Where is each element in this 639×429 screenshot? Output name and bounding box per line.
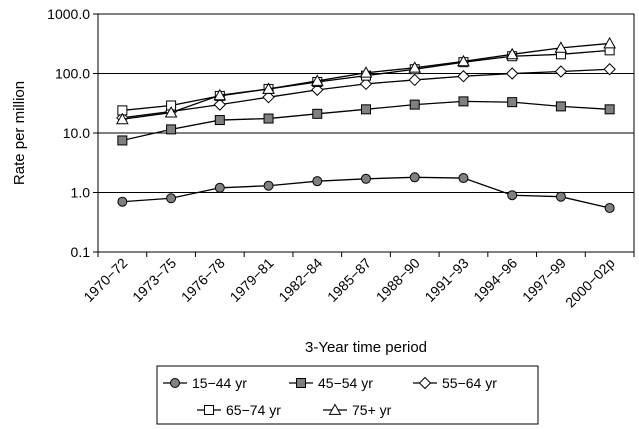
- x-tick-label: 1973−75: [129, 255, 179, 305]
- y-tick-labels: 0.1 1.0 10.0 100.0 1000.0: [47, 6, 90, 260]
- legend-label: 45−54 yr: [318, 375, 373, 391]
- data-point: [555, 66, 566, 77]
- data-point: [167, 125, 176, 134]
- legend: 15−44 yr 45−54 yr 55−64 yr 65−74 yr 75+ yr: [157, 366, 538, 424]
- legend-marker: [205, 406, 214, 415]
- data-point: [264, 114, 273, 123]
- series-lines: [117, 38, 615, 213]
- data-point: [362, 105, 371, 114]
- legend-label: 15−44 yr: [192, 375, 247, 391]
- x-tick-label: 1970−72: [80, 255, 130, 305]
- legend-marker: [171, 379, 180, 388]
- legend-label: 55−64 yr: [442, 375, 497, 391]
- x-axis-title: 3-Year time period: [305, 339, 427, 356]
- y-tick-label: 1000.0: [47, 6, 90, 22]
- x-tick-label: 1997−99: [519, 255, 569, 305]
- data-point: [215, 183, 224, 192]
- data-point: [410, 173, 419, 182]
- x-tick-label: 1988−90: [373, 255, 423, 305]
- data-point: [508, 191, 517, 200]
- x-tick-label: 1982−84: [275, 255, 325, 305]
- data-point: [118, 197, 127, 206]
- data-point: [508, 98, 517, 107]
- x-tick-label: 1976−78: [178, 255, 228, 305]
- data-point: [215, 116, 224, 125]
- data-point: [362, 174, 371, 183]
- legend-label: 65−74 yr: [226, 402, 281, 418]
- data-point: [409, 74, 420, 85]
- x-tick-labels: 1970−721973−751976−781979−811982−841985−…: [80, 255, 618, 311]
- data-point: [604, 38, 615, 48]
- data-point: [605, 105, 614, 114]
- data-point: [458, 71, 469, 82]
- data-point: [459, 174, 468, 183]
- data-point: [264, 181, 273, 190]
- legend-marker: [297, 379, 306, 388]
- series-2: [118, 97, 614, 145]
- y-axis-title: Rate per million: [11, 81, 28, 185]
- y-tick-label: 0.1: [71, 244, 91, 260]
- x-tick-label: 1985−87: [324, 255, 374, 305]
- data-point: [507, 68, 518, 79]
- data-point: [556, 102, 565, 111]
- y-tick-label: 100.0: [55, 66, 90, 82]
- data-point: [410, 100, 419, 109]
- data-point: [605, 203, 614, 212]
- data-point: [118, 136, 127, 145]
- x-tick-label: 1991−93: [421, 255, 471, 305]
- data-point: [313, 109, 322, 118]
- data-point: [556, 192, 565, 201]
- data-point: [313, 177, 322, 186]
- y-tick-label: 1.0: [71, 185, 91, 201]
- y-tick-label: 10.0: [63, 125, 90, 141]
- data-point: [459, 97, 468, 106]
- legend-label: 75+ yr: [352, 402, 392, 418]
- x-tick-label: 1979−81: [227, 255, 277, 305]
- chart-axes: [93, 14, 634, 257]
- data-point: [167, 194, 176, 203]
- x-tick-label: 1994−96: [470, 255, 520, 305]
- x-tick-label: 2000−02p: [562, 255, 618, 311]
